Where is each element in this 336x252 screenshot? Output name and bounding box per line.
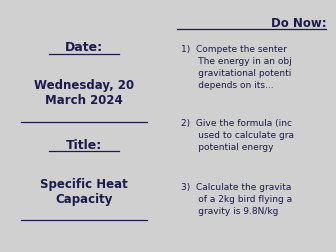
Text: 3)  Calculate the gravita
      of a 2kg bird flying a
      gravity is 9.8N/kg: 3) Calculate the gravita of a 2kg bird f… <box>181 183 292 216</box>
Text: 1)  Compete the senter
      The energy in an obj
      gravitational potenti
  : 1) Compete the senter The energy in an o… <box>181 45 291 90</box>
Text: Specific Heat
Capacity: Specific Heat Capacity <box>40 178 128 206</box>
Text: Do Now:: Do Now: <box>270 17 326 30</box>
Text: 2)  Give the formula (inc
      used to calculate gra
      potential energy: 2) Give the formula (inc used to calcula… <box>181 119 294 152</box>
Text: Title:: Title: <box>66 139 102 152</box>
Text: Wednesday, 20
March 2024: Wednesday, 20 March 2024 <box>34 79 134 107</box>
Text: Date:: Date: <box>65 41 103 54</box>
